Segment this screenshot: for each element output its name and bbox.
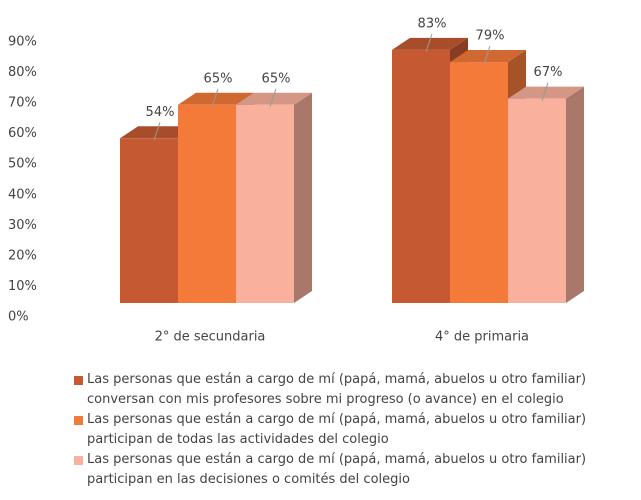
data-label: 67% — [534, 65, 563, 80]
bar — [450, 62, 508, 303]
bar — [178, 104, 236, 303]
legend-item: Las personas que están a cargo de mí (pa… — [74, 410, 639, 450]
legend-label: Las personas que están a cargo de mí (pa… — [87, 372, 587, 407]
leader-line — [153, 122, 161, 141]
leader-line — [483, 45, 491, 65]
data-label: 65% — [262, 71, 291, 86]
bar-top — [120, 126, 196, 139]
legend-swatch — [74, 456, 83, 465]
y-tick-label: 30% — [8, 218, 37, 233]
bar-side — [294, 92, 312, 303]
data-label: 54% — [146, 105, 175, 120]
data-label: 65% — [204, 71, 233, 86]
data-label: 83% — [418, 16, 447, 31]
legend-label: Las personas que están a cargo de mí (pa… — [87, 412, 587, 447]
bar — [392, 49, 450, 303]
y-tick-label: 0% — [8, 310, 29, 325]
y-tick-label: 10% — [8, 279, 37, 294]
legend-swatch — [74, 376, 83, 385]
legend-item: Las personas que están a cargo de mí (pa… — [74, 370, 639, 410]
y-tick-label: 80% — [8, 65, 37, 80]
y-tick-label: 60% — [8, 126, 37, 141]
leader-line — [269, 88, 277, 107]
bar-top — [508, 86, 584, 99]
bar-top — [392, 37, 468, 50]
x-tick-label: 4° de primaria — [435, 330, 529, 345]
y-tick-label: 50% — [8, 157, 37, 172]
legend-label: Las personas que están a cargo de mí (pa… — [87, 452, 587, 487]
y-tick-label: 70% — [8, 96, 37, 111]
bar — [236, 104, 294, 303]
bar-side — [566, 86, 584, 304]
bar — [508, 98, 566, 304]
leader-line — [425, 33, 433, 53]
data-label: 79% — [476, 29, 505, 44]
y-tick-label: 90% — [8, 35, 37, 50]
leader-line — [211, 88, 219, 107]
y-tick-label: 40% — [8, 187, 37, 202]
y-tick-label: 20% — [8, 248, 37, 263]
leader-line — [541, 82, 549, 101]
legend-item: Las personas que están a cargo de mí (pa… — [74, 450, 639, 490]
bar — [120, 138, 178, 303]
bar-top — [236, 92, 312, 105]
legend: Las personas que están a cargo de mí (pa… — [74, 370, 639, 490]
legend-swatch — [74, 416, 83, 425]
plot: 0% 10% 20% 30% 40% 50% 60% 70% 80% 90% 2° de secun… — [8, 16, 584, 345]
x-tick-label: 2° de secundaria — [155, 330, 266, 345]
bar-top — [450, 50, 526, 63]
bar-top — [178, 92, 254, 105]
